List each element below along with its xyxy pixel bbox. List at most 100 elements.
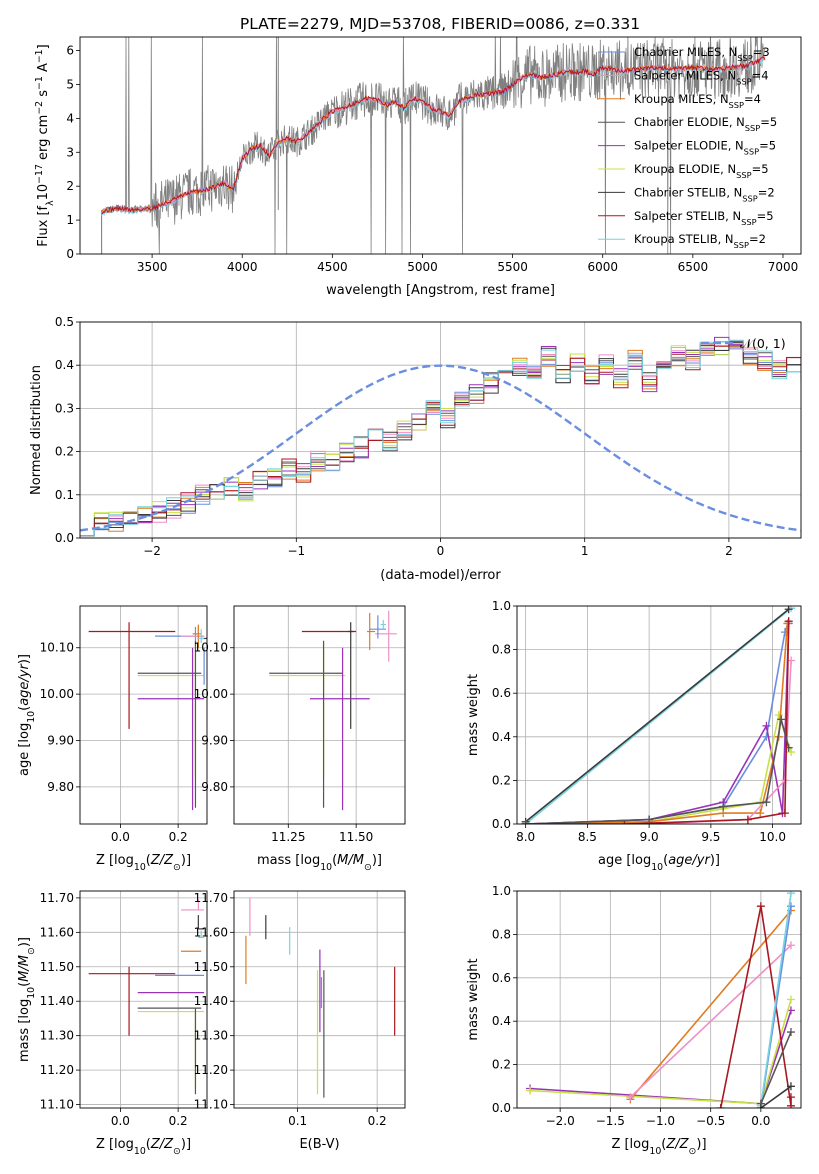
legend-label: Kroupa STELIB, NSSP=2 (634, 232, 766, 250)
label-part: Salpeter STELIB, N (634, 209, 741, 223)
label-part: Flux [f (36, 205, 51, 246)
label-part: )] (17, 937, 32, 947)
weight-marker (786, 941, 795, 950)
label-part: age/yr (668, 853, 711, 868)
histogram-chabrier-stelib (80, 341, 801, 537)
weight-marker (526, 1086, 535, 1095)
gaussian-curve (80, 364, 801, 532)
y-tick-label: 1.0 (492, 599, 511, 613)
weight-line-salpeter-miles (525, 660, 792, 824)
label-part: 10 (134, 1146, 146, 1157)
axes-frame (79, 890, 208, 1109)
x-tick-label: 0.2 (169, 830, 188, 844)
label-part: 10 (320, 862, 332, 873)
y-tick-label: 0.4 (55, 358, 74, 372)
x-axis-label: Z [log10(Z/Z⊙)] (96, 853, 191, 873)
label-part: 10 (36, 184, 51, 201)
label-part: −1 (34, 76, 45, 90)
label-part: ( (661, 1137, 666, 1152)
weight-marker (786, 1093, 795, 1102)
label-part: SSP (734, 240, 749, 250)
label-part: =4 (752, 68, 769, 82)
y-axis-label: Flux [fλ10−17 erg cm−2 s−1 A−1] (34, 44, 56, 246)
label-part: Z/Z (665, 1137, 689, 1152)
y-tick-label: 10.10 (40, 641, 74, 655)
weight-marker (521, 820, 530, 824)
label-part: age [log (598, 853, 651, 868)
weight-marker (786, 995, 795, 1004)
weight-marker (719, 802, 728, 811)
axes-age-vs-mass: 11.25 11.50 9.80 9.90 10.00 10.10 mass [log10(… (194, 605, 406, 873)
y-tick-label: 11.30 (40, 1029, 74, 1043)
y-tick-label: 11.10 (194, 1098, 228, 1112)
weight-line-salpeter-elodie (525, 623, 790, 824)
label-part: ⊙ (689, 1146, 697, 1157)
y-tick-label: 0.8 (492, 927, 511, 941)
axes-frame (516, 890, 802, 1109)
weight-marker (784, 617, 793, 626)
y-tick-label: 11.10 (40, 1098, 74, 1112)
y-tick-label: 0.4 (492, 1014, 511, 1028)
label-part: Kroupa ELODIE, N (634, 162, 736, 176)
histogram-kroupa-stelib (80, 339, 801, 537)
label-part: SSP (736, 76, 751, 86)
axes-frame (233, 890, 406, 1109)
x-tick-label: 0.0 (111, 1114, 130, 1128)
weight-marker (774, 711, 783, 719)
weight-marker (786, 1101, 795, 1108)
axes-frame (79, 605, 208, 825)
label-part: Z [log (611, 1137, 649, 1152)
weight-marker (626, 1093, 635, 1102)
axes-residuals: −2 −1 0 1 2 0.0 0.1 0.2 0.3 0.4 0.5 𝒩(0, 1) (data-mo… (29, 315, 802, 583)
x-tick-label: 0.2 (368, 1114, 387, 1128)
label-part: Chabrier MILES, N (634, 45, 737, 59)
label-part: −1 (34, 49, 45, 63)
x-tick-label: 7000 (768, 260, 799, 274)
x-tick-label: 0.2 (169, 1114, 188, 1128)
legend-label: Salpeter MILES, NSSP=4 (634, 68, 769, 86)
label-part: SSP (742, 193, 757, 203)
axes-weight-vs-Z: −2.0 −1.5 −1.0 −0.5 0.0 0.0 0.2 0.4 0.6 0.8 1.0 Z [… (466, 884, 802, 1157)
weight-line-kroupa-stelib (525, 607, 792, 824)
y-axis-label: mass [log10(M/M⊙)] (17, 937, 37, 1062)
x-tick-label: 5500 (497, 260, 528, 274)
axes-mass-vs-EBV: 0.1 0.2 11.10 11.20 11.30 11.40 11.50 11.60 11.7… (194, 890, 406, 1152)
y-tick-label: 11.70 (194, 891, 228, 905)
y-tick-label: 11.70 (40, 891, 74, 905)
label-part: ( (663, 853, 668, 868)
label-part: Z [log (96, 853, 134, 868)
y-tick-label: 11.40 (194, 994, 228, 1008)
label-part: )] (372, 853, 382, 868)
label-part: 10 (134, 862, 146, 873)
y-tick-label: 11.50 (40, 960, 74, 974)
y-tick-label: 9.90 (201, 734, 228, 748)
label-part: Chabrier STELIB, N (634, 185, 742, 199)
label-part: 10 (649, 1146, 661, 1157)
weight-marker (756, 1104, 765, 1108)
label-part: )] (696, 1137, 706, 1152)
x-tick-label: −0.5 (696, 1114, 725, 1128)
y-tick-label: 0.2 (55, 445, 74, 459)
y-tick-label: 11.40 (40, 994, 74, 1008)
y-axis-label: age [log10(age/yr)] (17, 654, 37, 776)
legend-label: Salpeter ELODIE, NSSP=5 (634, 139, 776, 157)
weight-line-kroupa-miles (525, 623, 789, 824)
label-part: ( (146, 853, 151, 868)
x-axis-label: mass [log10(M/M⊙)] (257, 853, 382, 873)
label-part: mass [log (17, 999, 32, 1062)
x-tick-label: −2 (143, 544, 161, 558)
label-part: mass [log (257, 853, 320, 868)
label-part: SSP (736, 170, 751, 180)
weight-marker (743, 815, 752, 824)
axes-frame (79, 36, 802, 255)
plot-area-mass-vs-Z (88, 899, 205, 1095)
x-tick-label: 9.5 (701, 830, 720, 844)
label-part: Kroupa MILES, N (634, 92, 729, 106)
label-part: 10 (26, 987, 37, 999)
label-part: E(B-V) (299, 1137, 339, 1152)
label-part: M/M (337, 853, 364, 868)
legend-label: Salpeter STELIB, NSSP=5 (634, 209, 774, 227)
label-part: SSP (737, 53, 752, 63)
label-part: =5 (760, 115, 777, 129)
